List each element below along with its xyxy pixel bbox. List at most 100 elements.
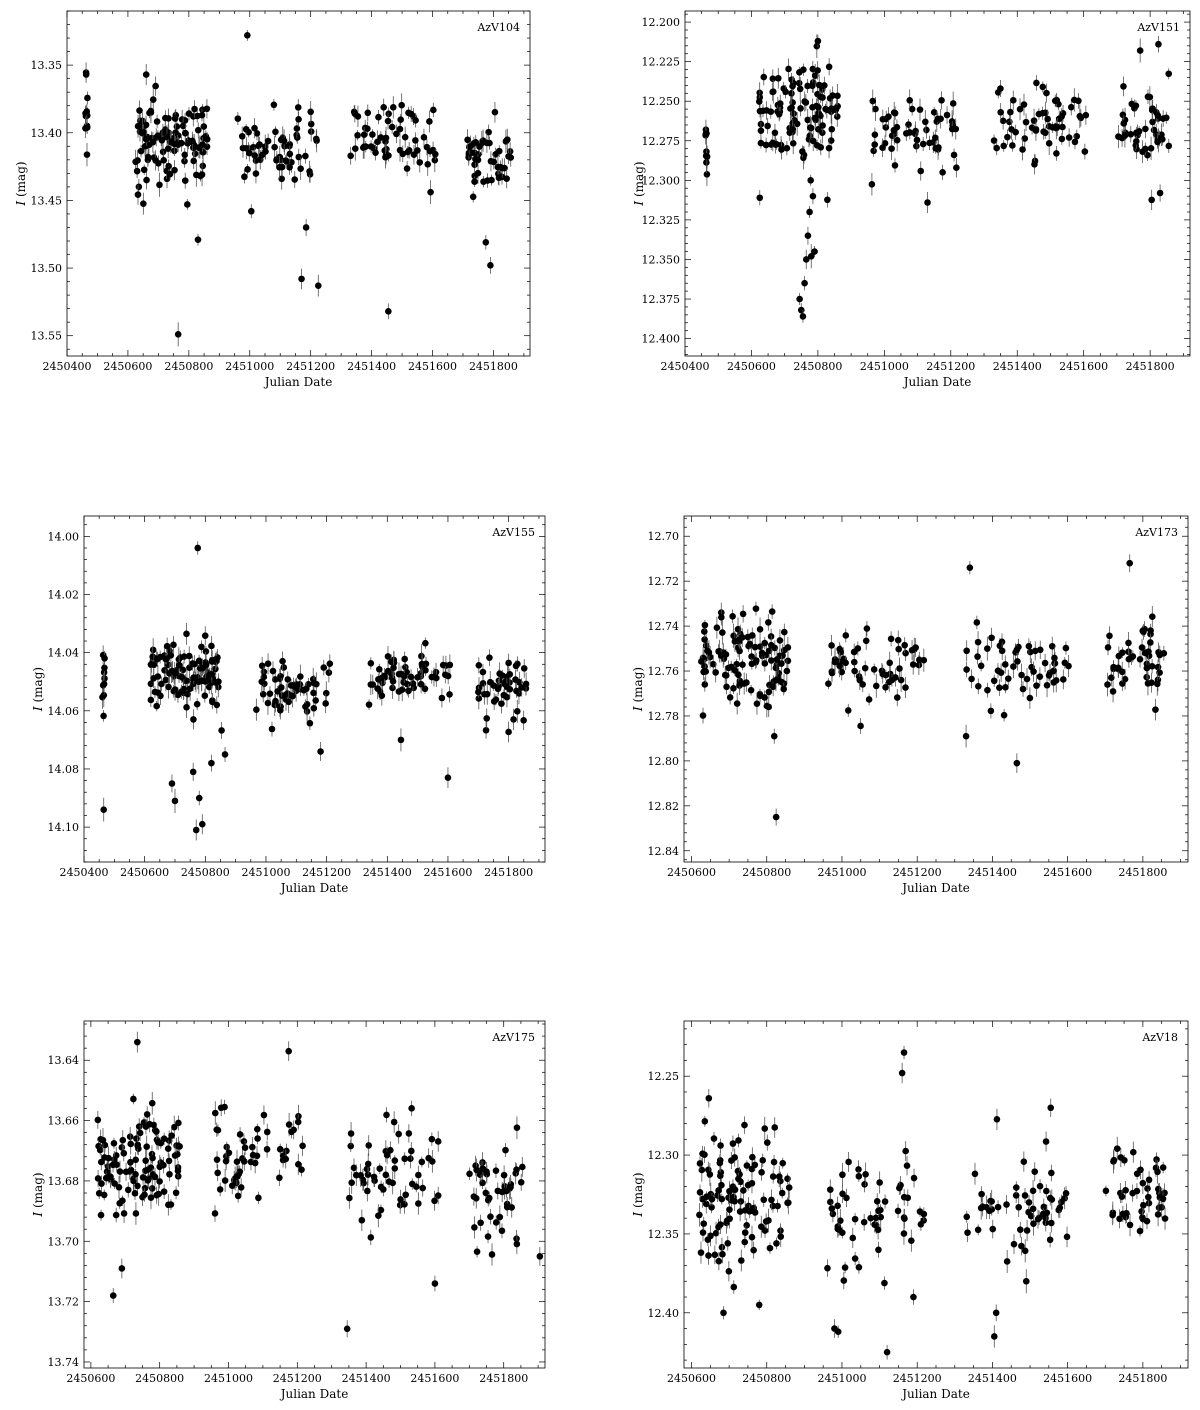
data-point	[239, 144, 247, 152]
data-point	[987, 1197, 994, 1205]
data-point	[397, 736, 405, 744]
data-point	[347, 1142, 355, 1150]
data-point	[290, 682, 298, 690]
data-point	[838, 668, 846, 676]
data-point	[94, 1116, 102, 1124]
data-point	[268, 725, 276, 733]
data-point	[100, 691, 108, 699]
plot-frame	[684, 10, 1191, 357]
data-point	[1023, 675, 1031, 683]
data-point	[421, 685, 429, 693]
data-point	[756, 194, 764, 202]
data-point	[165, 683, 172, 691]
data-point	[407, 673, 415, 681]
data-point	[1009, 142, 1016, 149]
data-point	[1160, 649, 1168, 657]
data-point	[747, 686, 755, 694]
data-point	[865, 696, 873, 703]
data-point	[438, 694, 446, 702]
data-point	[796, 85, 804, 93]
data-point	[131, 1190, 139, 1197]
data-point	[297, 165, 304, 172]
data-point	[701, 621, 709, 629]
data-point	[178, 116, 186, 123]
data-point	[854, 645, 862, 652]
data-point	[1009, 96, 1017, 104]
data-point	[1148, 662, 1156, 670]
data-point	[143, 1111, 151, 1118]
data-point	[849, 1234, 857, 1242]
data-point	[383, 1111, 390, 1119]
data-point	[988, 634, 995, 642]
data-point	[165, 115, 172, 122]
data-point	[472, 138, 480, 146]
data-point	[385, 308, 392, 315]
data-point	[149, 96, 157, 103]
data-point	[872, 105, 879, 113]
data-point	[236, 1131, 244, 1138]
data-point	[272, 697, 279, 705]
data-point	[283, 1147, 290, 1155]
data-point	[1042, 1138, 1050, 1145]
data-point	[105, 1154, 112, 1162]
data-point	[1139, 1215, 1147, 1223]
data-point	[233, 1179, 240, 1187]
data-point	[430, 106, 437, 114]
data-point	[788, 90, 795, 97]
data-point	[1159, 115, 1167, 122]
data-point	[208, 642, 215, 650]
data-point	[698, 658, 705, 665]
data-point	[132, 158, 139, 166]
data-point	[778, 146, 785, 153]
data-point	[825, 63, 833, 71]
data-point	[420, 133, 428, 141]
data-point	[431, 1280, 439, 1287]
data-point	[191, 150, 199, 158]
data-point	[158, 680, 165, 688]
data-point	[507, 1183, 514, 1191]
data-point	[1109, 1211, 1116, 1219]
data-point	[432, 150, 439, 158]
data-point	[198, 111, 206, 119]
x-tick-label: 2450800	[181, 866, 230, 879]
data-point	[867, 1214, 874, 1222]
data-point	[294, 1161, 302, 1168]
data-point	[912, 127, 919, 135]
data-point	[768, 608, 776, 615]
data-point	[154, 655, 161, 663]
data-point	[271, 676, 279, 683]
data-point	[1165, 70, 1173, 78]
data-point	[769, 88, 776, 96]
data-point	[1001, 661, 1009, 668]
data-point	[194, 236, 202, 243]
x-tick-label: 2450800	[742, 1372, 791, 1385]
data-point	[132, 1156, 139, 1164]
data-point	[1071, 138, 1079, 146]
data-point	[395, 1130, 402, 1138]
data-point	[839, 1190, 846, 1198]
data-point	[1044, 115, 1051, 123]
data-point	[390, 664, 397, 672]
data-point	[770, 1158, 778, 1166]
data-point	[1018, 671, 1025, 679]
data-point	[414, 147, 421, 154]
data-point	[763, 1139, 771, 1146]
data-point	[286, 150, 294, 158]
data-point	[1076, 112, 1084, 120]
data-point	[1043, 681, 1051, 689]
y-tick-label: 12.70	[648, 530, 680, 543]
data-point	[395, 688, 403, 695]
data-point	[717, 1221, 724, 1228]
data-point	[278, 175, 285, 183]
data-point	[519, 1163, 526, 1171]
data-point	[999, 117, 1007, 125]
data-point	[767, 641, 775, 649]
data-point	[1139, 1179, 1147, 1187]
data-point	[1133, 1170, 1141, 1178]
data-point	[964, 1229, 971, 1236]
data-point	[111, 1180, 118, 1187]
data-point	[191, 660, 198, 668]
data-point	[726, 1206, 733, 1213]
data-point	[201, 678, 209, 685]
data-point	[859, 681, 867, 688]
